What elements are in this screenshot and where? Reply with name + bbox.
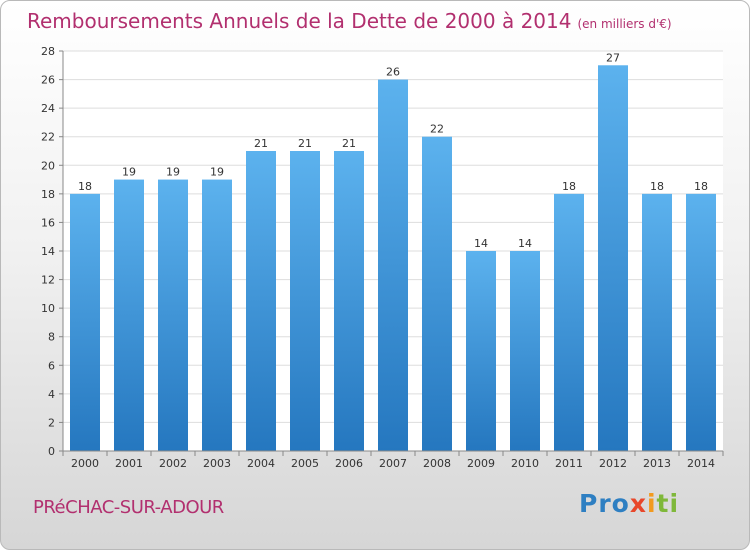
bar: [202, 179, 232, 452]
bar: [554, 193, 584, 451]
bar-value-label: 21: [342, 137, 356, 150]
x-tick-label: 2002: [159, 457, 187, 470]
x-tick-label: 2014: [687, 457, 715, 470]
bar-value-label: 19: [122, 166, 136, 179]
commune-name: PRéCHAC-SUR-ADOUR: [33, 497, 224, 518]
bar-value-label: 21: [298, 137, 312, 150]
x-tick-label: 2006: [335, 457, 363, 470]
logo-part-4: ti: [656, 489, 680, 518]
x-tick-label: 2012: [599, 457, 627, 470]
proxiti-logo: Proxiti: [579, 489, 679, 518]
logo-part-1: Pro: [579, 489, 630, 518]
y-tick-label: 20: [41, 159, 55, 172]
x-tick-label: 2009: [467, 457, 495, 470]
x-tick-label: 2011: [555, 457, 583, 470]
bar-value-label: 27: [606, 51, 620, 64]
bar-value-label: 18: [562, 180, 576, 193]
bar-value-label: 19: [210, 166, 224, 179]
chart-title: Remboursements Annuels de la Dette de 20…: [27, 9, 672, 33]
bar: [378, 79, 408, 452]
chart-subtitle: (en milliers d'€): [577, 17, 672, 31]
bar: [510, 251, 540, 451]
bar-value-label: 18: [78, 180, 92, 193]
y-tick-label: 22: [41, 131, 55, 144]
y-tick-label: 12: [41, 274, 55, 287]
y-tick-label: 26: [41, 74, 55, 87]
bar: [114, 179, 144, 452]
y-tick-label: 10: [41, 302, 55, 315]
logo-part-2: x: [629, 489, 647, 518]
bar: [246, 151, 276, 451]
y-tick-label: 16: [41, 216, 55, 229]
y-tick-label: 24: [41, 102, 55, 115]
x-tick-label: 2005: [291, 457, 319, 470]
chart-title-text: Remboursements Annuels de la Dette de 20…: [27, 9, 572, 33]
y-tick-label: 2: [48, 416, 55, 429]
x-tick-label: 2008: [423, 457, 451, 470]
bar-value-label: 14: [474, 237, 488, 250]
bar: [466, 251, 496, 451]
x-tick-label: 2013: [643, 457, 671, 470]
bar: [334, 151, 364, 451]
bar-value-label: 21: [254, 137, 268, 150]
bar-value-label: 18: [650, 180, 664, 193]
bar-value-label: 19: [166, 166, 180, 179]
bar: [422, 136, 452, 451]
y-tick-label: 4: [48, 388, 55, 401]
y-tick-label: 6: [48, 359, 55, 372]
bar: [158, 179, 188, 452]
y-tick-label: 28: [41, 45, 55, 58]
bar: [686, 193, 716, 451]
y-tick-label: 0: [48, 445, 55, 458]
x-tick-label: 2007: [379, 457, 407, 470]
y-tick-label: 8: [48, 331, 55, 344]
x-tick-label: 2010: [511, 457, 539, 470]
bar: [70, 193, 100, 451]
x-tick-label: 2003: [203, 457, 231, 470]
y-tick-label: 18: [41, 188, 55, 201]
x-tick-label: 2004: [247, 457, 275, 470]
y-tick-label: 14: [41, 245, 55, 258]
bar-value-label: 18: [694, 180, 708, 193]
x-tick-label: 2001: [115, 457, 143, 470]
bar: [598, 65, 628, 452]
bar-value-label: 22: [430, 123, 444, 136]
bar-value-label: 14: [518, 237, 532, 250]
bar: [290, 151, 320, 451]
bar-value-label: 26: [386, 66, 400, 79]
bar: [642, 193, 672, 451]
logo-part-3: i: [646, 489, 657, 518]
x-tick-label: 2000: [71, 457, 99, 470]
